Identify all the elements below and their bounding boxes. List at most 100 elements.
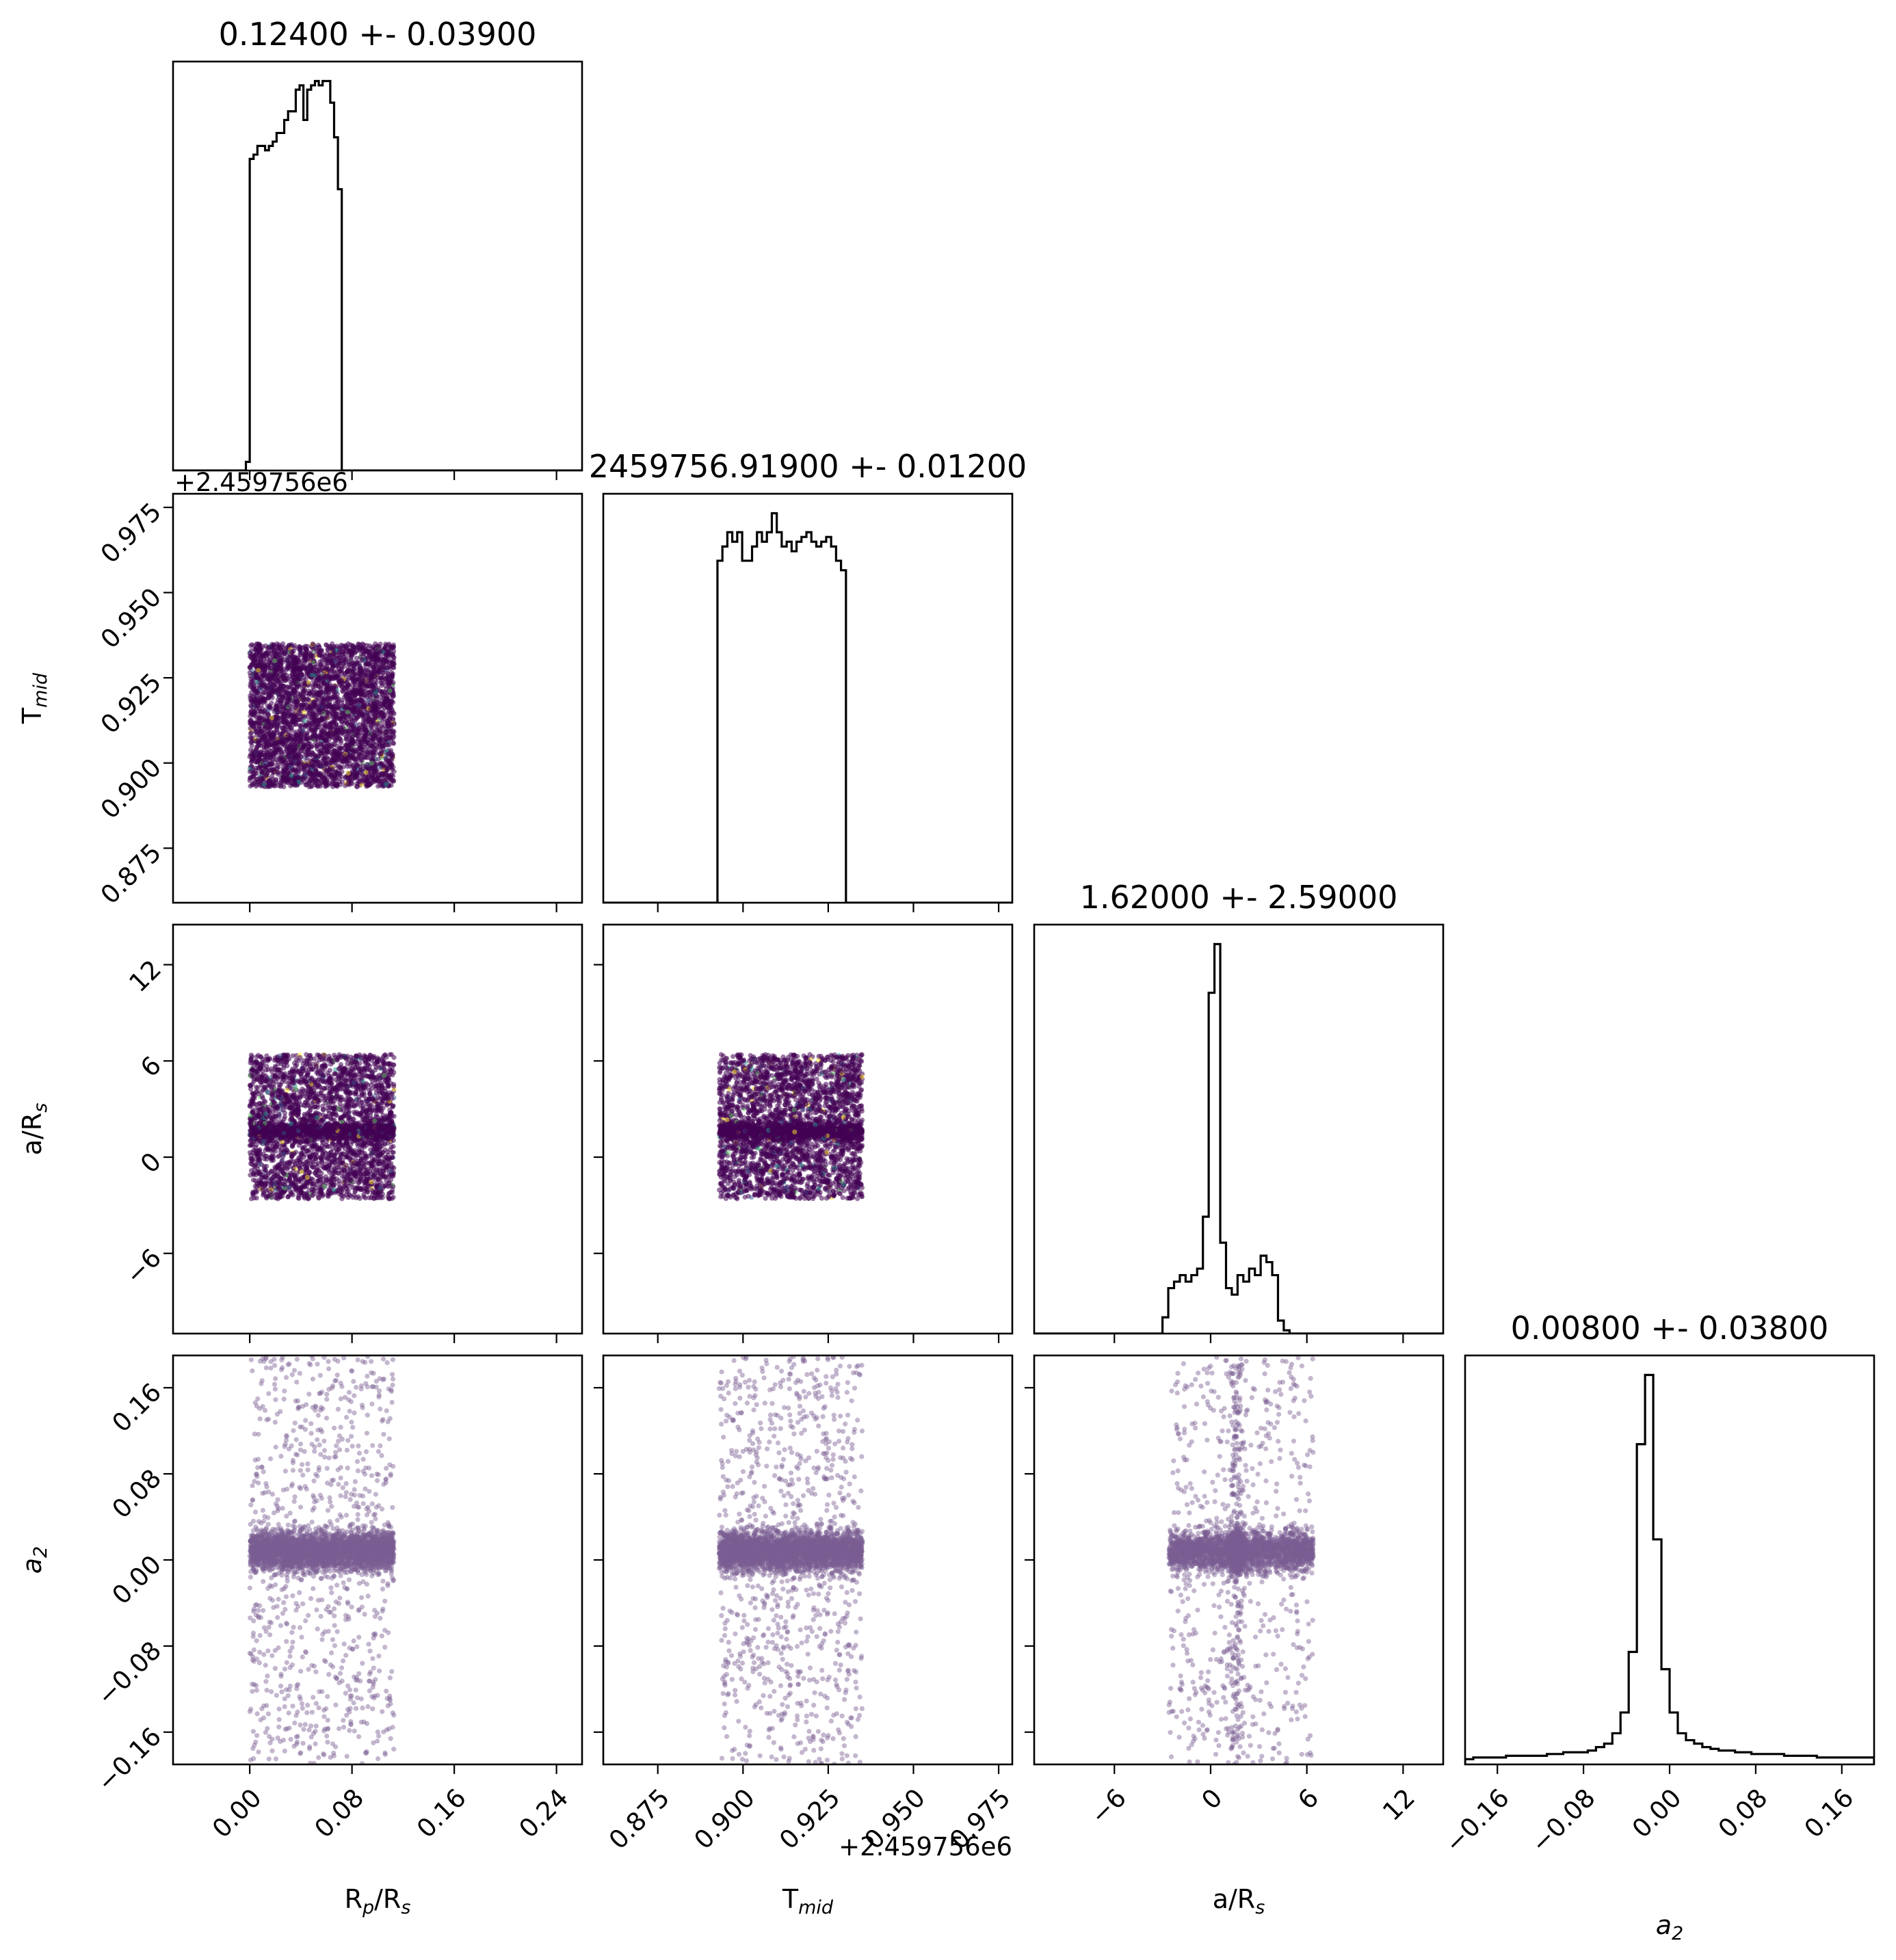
scatter-point (355, 677, 360, 683)
scatter-point (290, 767, 295, 773)
scatter-point (289, 684, 295, 689)
scatter-point (274, 726, 279, 732)
scatter-point (274, 745, 280, 750)
scatter-point (385, 720, 391, 726)
scatter-point (366, 782, 371, 788)
scatter-point (365, 683, 371, 689)
scatter-point (322, 661, 328, 667)
scatter-point (384, 767, 391, 773)
scatter-point (337, 779, 342, 784)
scatter-point (330, 665, 336, 670)
scatter-point (284, 766, 289, 771)
scatter-point (281, 666, 287, 672)
scatter-point (341, 713, 347, 719)
scatter-point (308, 657, 313, 662)
scatter-point (326, 734, 331, 739)
scatter-point (315, 708, 321, 713)
scatter-point (370, 775, 376, 780)
scatter-point (340, 680, 345, 685)
scatter-point (324, 783, 329, 789)
scatter-point (311, 763, 316, 769)
scatter-point (258, 687, 263, 692)
scatter-point (328, 652, 333, 657)
scatter-point (289, 712, 294, 717)
scatter-point (352, 765, 358, 771)
scatter-point (309, 689, 315, 694)
scatter-point (247, 769, 253, 774)
scatter-point (306, 722, 312, 728)
scatter-point (252, 771, 258, 777)
scatter-point (373, 746, 378, 752)
hist-frame (602, 492, 1014, 904)
scatter-point (388, 764, 393, 769)
scatter-point (348, 650, 354, 656)
scatter-point (372, 708, 378, 714)
scatter-point (318, 663, 324, 669)
scatter-point (274, 706, 279, 712)
scatter-point (289, 650, 295, 655)
scatter-point (278, 704, 283, 710)
scatter-point (368, 706, 373, 712)
scatter-point (383, 737, 389, 743)
scatter-point (272, 740, 278, 745)
scatter-point (324, 704, 329, 710)
scatter-point (337, 645, 343, 650)
scatter-point (358, 745, 363, 752)
scatter-point (265, 711, 271, 717)
scatter-point (321, 760, 326, 766)
scatter-point (304, 732, 309, 738)
scatter-point (326, 745, 332, 751)
scatter-point (299, 724, 304, 730)
scatter-point (346, 661, 352, 667)
scatter-point (252, 750, 257, 755)
scatter-point (383, 742, 389, 747)
scatter-point (380, 708, 386, 714)
scatter-panel-rp-tmid (163, 492, 583, 912)
scatter-point (313, 725, 319, 730)
hist-panel-aRs: 1.62000 +- 2.59000 (1033, 879, 1445, 1343)
scatter-point (370, 657, 376, 662)
hist-panel-tmid: 2459756.91900 +- 0.01200 (589, 448, 1027, 912)
scatter-point (391, 730, 396, 736)
scatter-point (261, 782, 267, 787)
scatter-point (359, 657, 365, 662)
scatter-point (263, 643, 268, 649)
scatter-point (256, 712, 261, 717)
scatter-point (335, 673, 341, 679)
scatter-point (309, 750, 315, 755)
scatter-point (262, 676, 267, 681)
scatter-point (267, 686, 273, 691)
scatter-point (296, 717, 302, 723)
scatter-point (282, 743, 287, 749)
scatter-point (375, 667, 380, 672)
scatter-point (281, 651, 287, 657)
scatter-point (324, 656, 330, 661)
scatter-point (330, 641, 335, 647)
scatter-point (305, 697, 311, 702)
scatter-point (377, 731, 382, 737)
scatter-points (247, 641, 397, 790)
scatter-point (265, 651, 271, 657)
scatter-point (375, 672, 380, 677)
scatter-point (308, 784, 314, 789)
scatter-point (276, 770, 281, 776)
scatter-point (317, 773, 323, 779)
scatter-point (376, 756, 381, 762)
scatter-point (276, 680, 281, 685)
scatter-point (365, 714, 371, 719)
scatter-point (285, 685, 290, 691)
scatter-point (326, 741, 331, 747)
panel-title-tmid: 2459756.91900 +- 0.01200 (589, 448, 1027, 485)
scatter-point (288, 691, 293, 696)
scatter-point (267, 778, 273, 784)
scatter-point (260, 769, 265, 775)
scatter-point (302, 710, 307, 715)
scatter-point (352, 741, 358, 747)
scatter-point (274, 667, 279, 673)
scatter-point (252, 690, 258, 696)
scatter-point (292, 643, 298, 648)
scatter-point (277, 685, 282, 691)
scatter-point (371, 752, 377, 758)
scatter-point (317, 704, 322, 709)
scatter-point (308, 744, 315, 750)
